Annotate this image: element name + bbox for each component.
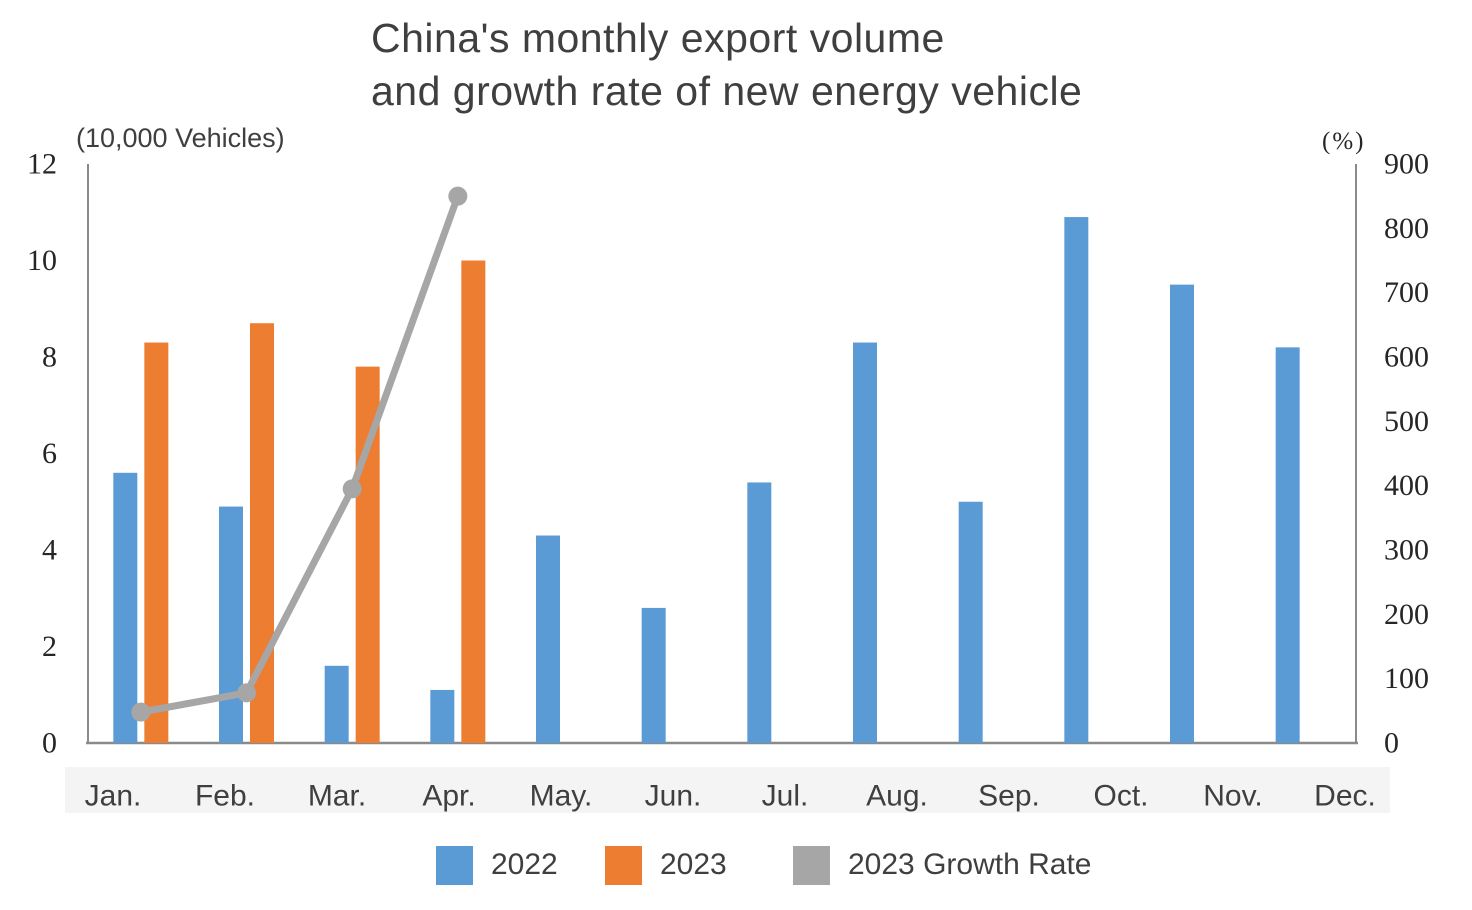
month-label-oct: Oct. bbox=[1093, 780, 1148, 813]
right-axis-tick-500: 500 bbox=[1384, 405, 1429, 438]
bar-2023-apr bbox=[461, 260, 486, 743]
legend-item-2023-growth-rate: 2023 Growth Rate bbox=[793, 844, 1091, 886]
legend-item-2022: 2022 bbox=[436, 844, 558, 886]
bar-2022-oct bbox=[1064, 217, 1089, 743]
right-axis-tick-900: 900 bbox=[1384, 148, 1429, 181]
right-axis-tick-100: 100 bbox=[1384, 662, 1429, 695]
bar-2022-may bbox=[536, 535, 560, 743]
left-axis-tick-10: 10 bbox=[27, 244, 57, 277]
right-axis-tick-300: 300 bbox=[1384, 534, 1429, 567]
month-label-jun: Jun. bbox=[645, 780, 702, 813]
month-label-nov: Nov. bbox=[1203, 780, 1262, 813]
growth-rate-point-jan bbox=[131, 702, 151, 722]
left-axis-tick-4: 4 bbox=[42, 534, 57, 567]
chart-title-line2: and growth rate of new energy vehicle bbox=[371, 68, 1083, 114]
bar-2022-feb bbox=[219, 506, 243, 743]
right-axis-tick-700: 700 bbox=[1384, 276, 1429, 309]
right-axis-tick-0: 0 bbox=[1384, 727, 1399, 760]
bar-2023-jan bbox=[144, 342, 169, 743]
legend-label-2023-growth-rate: 2023 Growth Rate bbox=[848, 848, 1092, 881]
month-label-may: May. bbox=[530, 780, 593, 813]
left-axis-tick-0: 0 bbox=[42, 727, 57, 760]
legend-swatch-2023 bbox=[605, 845, 642, 885]
legend-swatch-2022 bbox=[436, 845, 473, 885]
month-label-strip bbox=[65, 767, 1390, 813]
bar-2022-aug bbox=[853, 342, 877, 743]
month-label-jan: Jan. bbox=[85, 780, 142, 813]
growth-rate-point-feb bbox=[237, 683, 256, 703]
bar-2022-jul bbox=[747, 482, 772, 743]
right-axis-tick-200: 200 bbox=[1384, 598, 1429, 631]
bar-2022-sep bbox=[958, 501, 983, 743]
right-axis-tick-600: 600 bbox=[1384, 341, 1429, 374]
left-axis-tick-6: 6 bbox=[42, 437, 57, 470]
bar-2022-jan bbox=[113, 472, 138, 743]
month-label-sep: Sep. bbox=[978, 780, 1040, 813]
bar-2022-dec bbox=[1275, 347, 1300, 743]
month-label-aug: Aug. bbox=[866, 780, 928, 813]
growth-rate-point-apr bbox=[448, 186, 468, 206]
legend: 2022 2023 2023 Growth Rate bbox=[0, 844, 1472, 890]
legend-label-2022: 2022 bbox=[491, 848, 558, 881]
month-label-jul: Jul. bbox=[762, 780, 809, 813]
month-label-dec: Dec. bbox=[1314, 780, 1376, 813]
legend-item-2023: 2023 bbox=[605, 844, 727, 886]
left-axis-unit-label: (10,000 Vehicles) bbox=[76, 123, 285, 153]
growth-rate-point-mar bbox=[342, 479, 362, 499]
left-axis-tick-12: 12 bbox=[27, 148, 57, 181]
right-axis-tick-800: 800 bbox=[1384, 212, 1429, 245]
growth-rate-line bbox=[137, 192, 462, 716]
right-axis-tick-400: 400 bbox=[1384, 469, 1429, 502]
legend-swatch-2023-growth-rate bbox=[793, 845, 830, 885]
bar-2022-jun bbox=[641, 607, 666, 743]
left-axis-tick-2: 2 bbox=[42, 630, 57, 663]
month-label-feb: Feb. bbox=[195, 780, 255, 813]
chart-title: China's monthly export volume and growth… bbox=[371, 12, 1082, 118]
legend-label-2023: 2023 bbox=[660, 848, 727, 881]
bar-2022-nov bbox=[1170, 284, 1194, 743]
right-axis-unit-label: (%) bbox=[1322, 128, 1366, 155]
bar-2022-mar bbox=[324, 665, 349, 743]
bar-2022-apr bbox=[430, 689, 455, 743]
left-axis-tick-8: 8 bbox=[42, 341, 57, 374]
chart-title-line1: China's monthly export volume bbox=[371, 15, 945, 61]
month-label-mar: Mar. bbox=[308, 780, 366, 813]
month-label-apr: Apr. bbox=[422, 780, 475, 813]
